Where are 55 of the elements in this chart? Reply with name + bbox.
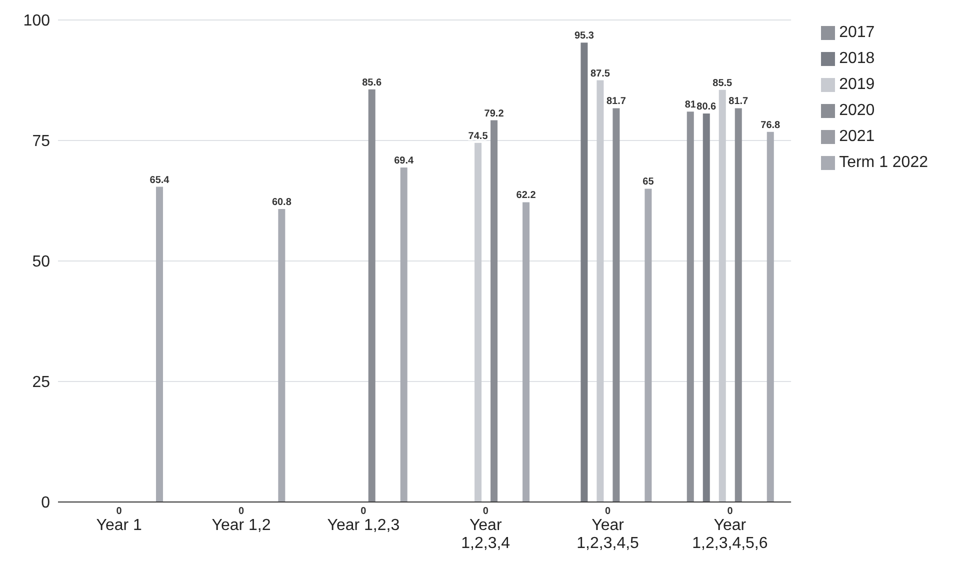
legend-label: 2021 (839, 128, 875, 145)
data-label: 0 (605, 506, 612, 517)
data-label: 65.4 (150, 174, 170, 186)
x-tick-label: Year 1,2,3,4 (461, 517, 510, 552)
data-label: 69.4 (394, 155, 414, 166)
data-label: 60.8 (272, 196, 292, 208)
data-label: 87.5 (590, 68, 610, 80)
data-label: 0 (727, 506, 734, 517)
data-label: 80.6 (696, 102, 717, 113)
y-tick-label: 25 (32, 374, 50, 392)
data-label: 79.2 (484, 108, 504, 120)
y-tick-label: 100 (23, 12, 50, 30)
x-tick-label: Year 1,2,3,4,5 (576, 517, 640, 552)
data-label: 62.2 (516, 190, 536, 202)
bar (474, 142, 482, 502)
legend-label: 2017 (839, 24, 875, 41)
data-label: 95.3 (574, 30, 594, 42)
data-label: 81.7 (728, 96, 749, 108)
data-label: 74.5 (468, 130, 488, 142)
data-label: 81 (684, 100, 696, 111)
y-tick-label: 0 (41, 494, 50, 512)
y-tick-label: 50 (32, 254, 50, 271)
legend-label: 2018 (839, 50, 875, 67)
bar (702, 114, 710, 502)
data-label: 76.8 (760, 120, 781, 131)
data-label: 65 (642, 176, 654, 188)
bar (596, 80, 604, 502)
bar (368, 89, 376, 502)
data-label: 0 (482, 506, 489, 517)
bar (278, 208, 286, 502)
x-tick-label: Year 1 (96, 517, 142, 534)
data-label: 85.5 (712, 78, 733, 89)
bar (718, 90, 726, 502)
x-tick-label: Year 1,2 (212, 517, 271, 534)
data-label: 81.7 (606, 96, 626, 108)
bar (612, 108, 620, 502)
bar (156, 186, 163, 502)
data-label: 85.6 (362, 77, 382, 88)
legend-label: 2020 (839, 102, 875, 119)
bar (490, 120, 498, 502)
x-tick-label: Year 1,2,3 (327, 517, 400, 534)
x-tick-label: Year 1,2,3,4,5,6 (692, 517, 768, 552)
data-label: 0 (360, 506, 367, 517)
bar (734, 108, 742, 502)
legend-label: Term 1 2022 (839, 154, 928, 171)
data-label: 0 (238, 506, 244, 517)
bar (766, 132, 774, 502)
bar (644, 188, 652, 502)
bar (580, 42, 588, 502)
data-label: 0 (116, 506, 122, 517)
bar (400, 167, 408, 502)
bar (686, 112, 694, 502)
bar (522, 202, 530, 502)
y-tick-label: 75 (32, 133, 50, 150)
legend-label: 2019 (839, 76, 875, 93)
